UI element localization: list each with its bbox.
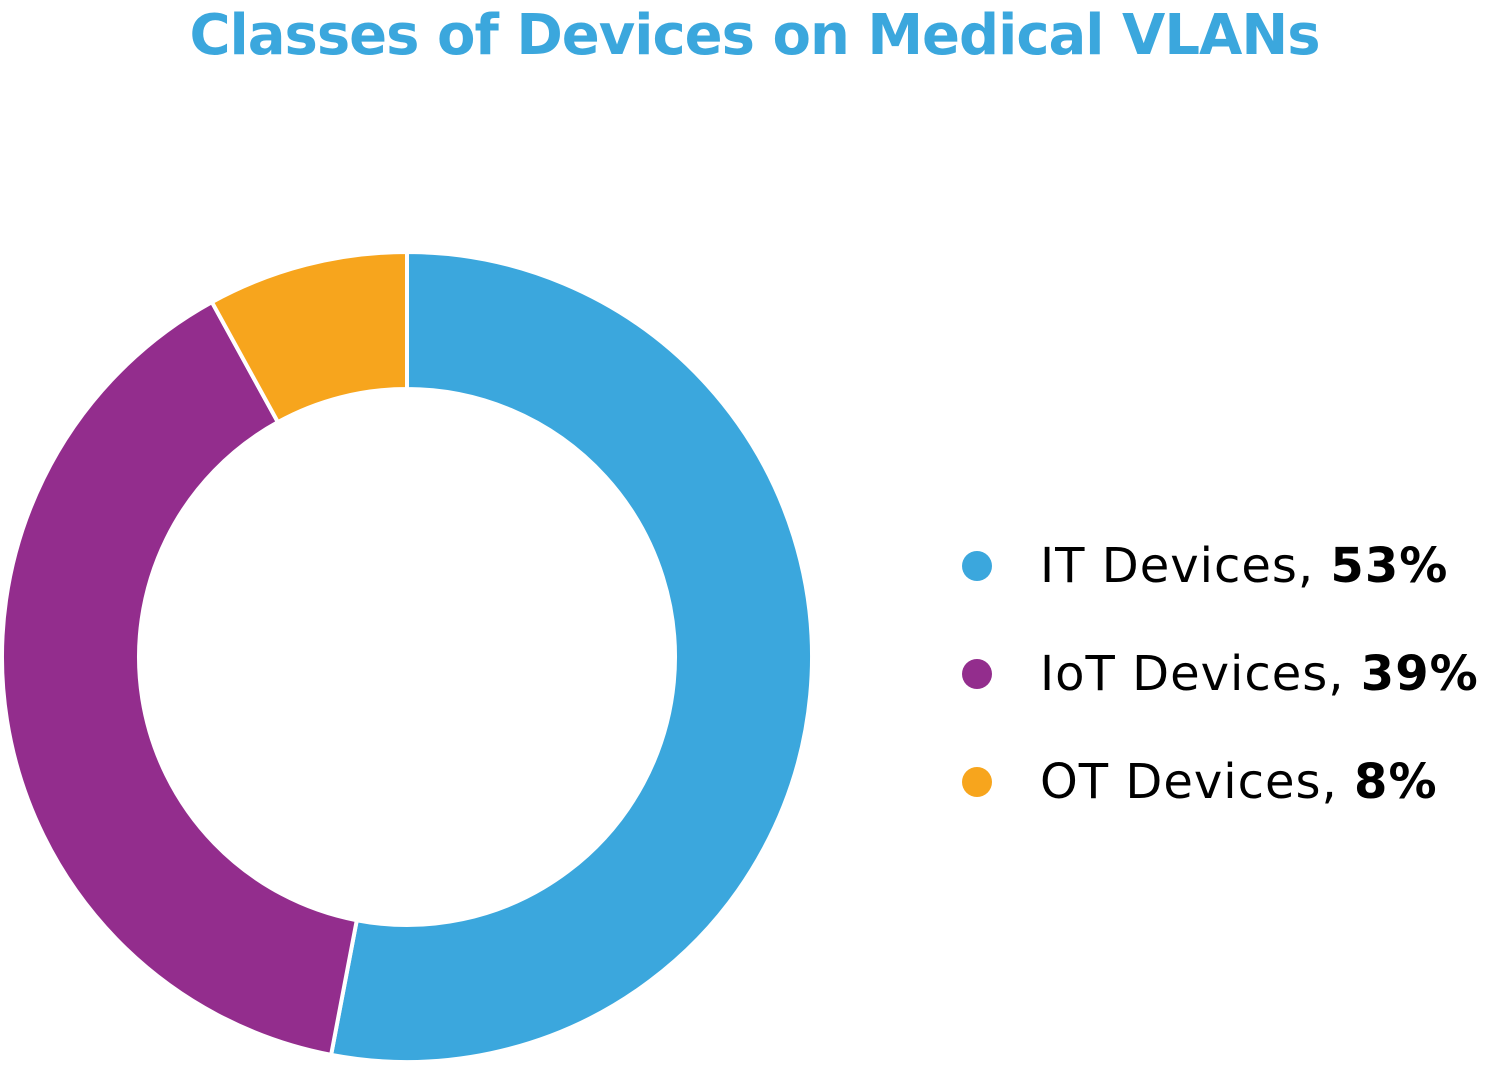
chart-title: Classes of Devices on Medical VLANs — [189, 3, 1320, 68]
legend-text: OT Devices, 8% — [1040, 754, 1438, 810]
legend-label-ot-devices: OT Devices, — [1040, 754, 1338, 810]
legend-text: IT Devices, 53% — [1040, 538, 1448, 594]
legend-swatch-it-devices — [962, 551, 992, 581]
legend-value-ot-devices: 8% — [1354, 754, 1438, 810]
legend-swatch-ot-devices — [962, 767, 992, 797]
legend-item-it-devices: IT Devices, 53% — [962, 512, 1509, 620]
legend-label-iot-devices: IoT Devices, — [1040, 646, 1345, 702]
legend-swatch-iot-devices — [962, 659, 992, 689]
legend-item-iot-devices: IoT Devices, 39% — [962, 620, 1509, 728]
donut-slice-iot-devices — [0, 299, 360, 1058]
legend-label-it-devices: IT Devices, — [1040, 538, 1315, 594]
legend-value-iot-devices: 39% — [1360, 646, 1479, 702]
legend-text: IoT Devices, 39% — [1040, 646, 1479, 702]
donut-slice-it-devices — [328, 249, 814, 1064]
legend: IT Devices, 53% IoT Devices, 39% OT Devi… — [962, 512, 1509, 836]
donut-chart — [0, 249, 814, 1064]
legend-value-it-devices: 53% — [1330, 538, 1449, 594]
legend-item-ot-devices: OT Devices, 8% — [962, 728, 1509, 836]
donut-slice-ot-devices — [209, 249, 409, 425]
